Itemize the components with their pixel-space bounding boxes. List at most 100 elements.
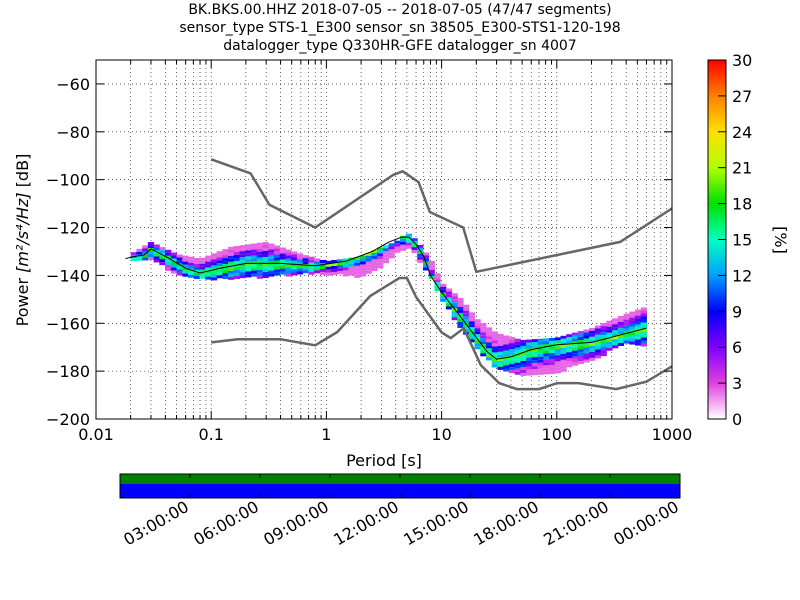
- psd-density-cell: [165, 255, 172, 259]
- psd-density-cell: [480, 332, 487, 336]
- psd-density-cell: [612, 333, 619, 337]
- psd-density-cell: [514, 353, 521, 357]
- psd-density-cell: [594, 340, 602, 344]
- psd-density-cell: [589, 333, 596, 337]
- psd-density-cell: [256, 251, 263, 255]
- psd-density-cell: [537, 338, 544, 342]
- psd-density-cell: [262, 272, 269, 276]
- y-axis-label: Power [m²/s⁴/Hz] [dB]: [13, 154, 32, 327]
- psd-density-cell: [268, 273, 275, 277]
- psd-density-cell: [228, 267, 235, 271]
- psd-density-cell: [549, 340, 556, 344]
- psd-density-cell: [560, 341, 567, 345]
- psd-density-cell: [634, 330, 642, 334]
- psd-density-cell: [634, 342, 642, 346]
- psd-density-cell: [302, 261, 309, 265]
- colorbar-tick-label: 15: [732, 231, 752, 250]
- psd-density-cell: [251, 243, 258, 247]
- psd-density-cell: [497, 354, 504, 358]
- psd-density-cell: [142, 251, 149, 255]
- psd-density-cell: [451, 299, 458, 303]
- psd-density-cell: [445, 294, 453, 298]
- psd-density-cell: [463, 319, 470, 323]
- psd-density-cell: [634, 336, 642, 340]
- psd-density-cell: [262, 242, 269, 246]
- psd-density-cell: [216, 257, 223, 261]
- psd-density-cell: [600, 350, 607, 354]
- psd-density-cell: [273, 257, 281, 261]
- psd-density-cell: [589, 354, 596, 358]
- noise-model-high-line: [210, 158, 672, 274]
- psd-density-cell: [612, 339, 619, 343]
- psd-density-cell: [187, 256, 195, 260]
- psd-density-cell: [571, 347, 579, 351]
- psd-density-cell: [577, 331, 584, 335]
- psd-density-cell: [520, 348, 527, 352]
- psd-density-cell: [199, 269, 206, 273]
- psd-density-cell: [623, 313, 630, 317]
- psd-density-cell: [365, 267, 372, 271]
- psd-density-cell: [594, 346, 602, 350]
- psd-density-cell: [159, 250, 166, 254]
- psd-density-cell: [508, 367, 516, 371]
- psd-density-cell: [463, 304, 470, 308]
- psd-density-cell: [497, 357, 504, 361]
- psd-density-cell: [566, 343, 573, 347]
- psd-density-cell: [577, 340, 584, 344]
- psd-density-cell: [308, 256, 315, 260]
- psd-density-cell: [566, 358, 573, 362]
- psd-density-cell: [193, 257, 200, 261]
- psd-density-cell: [537, 365, 544, 369]
- psd-density-cell: [537, 359, 544, 363]
- psd-density-cell: [566, 355, 573, 359]
- psd-density-cell: [485, 345, 493, 349]
- psd-density-cell: [308, 271, 315, 275]
- axes-frame: [95, 59, 673, 420]
- psd-density-cell: [205, 270, 212, 274]
- psd-density-cell: [457, 300, 464, 304]
- psd-density-cell: [411, 238, 418, 242]
- psd-density-cell: [583, 350, 590, 354]
- psd-density-cell: [176, 254, 183, 258]
- psd-density-cell: [549, 361, 556, 365]
- psd-density-cell: [543, 356, 550, 360]
- psd-density-cell: [262, 263, 269, 267]
- psd-density-cell: [222, 267, 229, 271]
- y-tick-label: −160: [46, 314, 90, 333]
- y-tick-label: −80: [56, 123, 90, 142]
- psd-density-cell: [554, 340, 561, 344]
- psd-density-cell: [520, 354, 527, 358]
- psd-density-cell: [382, 260, 390, 264]
- psd-density-cell: [388, 255, 395, 259]
- psd-density-cell: [336, 271, 344, 275]
- psd-density-cell: [285, 261, 292, 265]
- psd-density-cell: [428, 264, 435, 268]
- psd-density-cell: [485, 336, 493, 340]
- psd-density-cell: [239, 245, 246, 249]
- psd-density-cell: [440, 298, 447, 302]
- psd-density-cell: [256, 248, 263, 252]
- psd-density-cell: [147, 242, 155, 246]
- psd-density-cell: [291, 269, 298, 273]
- psd-density-cell: [634, 339, 642, 343]
- psd-density-cell: [640, 316, 647, 320]
- psd-density-cell: [623, 340, 630, 344]
- psd-density-cell: [526, 345, 533, 349]
- psd-density-cell: [291, 254, 298, 258]
- psd-density-cell: [537, 356, 544, 360]
- psd-density-cell: [514, 338, 521, 342]
- psd-density-cell: [382, 245, 390, 249]
- psd-density-cell: [142, 245, 149, 249]
- psd-density-cell: [273, 266, 281, 270]
- psd-density-cell: [233, 275, 241, 279]
- psd-density-cell: [222, 273, 229, 277]
- psd-density-cell: [566, 361, 573, 365]
- psd-density-cell: [331, 271, 338, 275]
- psd-density-cell: [537, 353, 544, 357]
- psd-density-cell: [159, 247, 166, 251]
- psd-density-cell: [434, 288, 441, 292]
- psd-density-cell: [617, 321, 625, 325]
- psd-density-cell: [560, 335, 567, 339]
- timeline-tick-label: 21:00:00: [540, 497, 612, 549]
- psd-density-cell: [526, 354, 533, 358]
